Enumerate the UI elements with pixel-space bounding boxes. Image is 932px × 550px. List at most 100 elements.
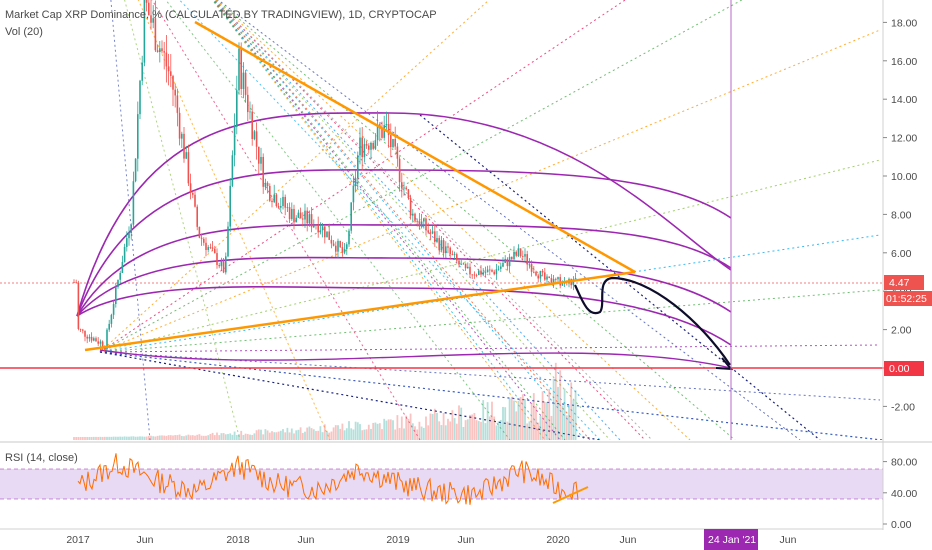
volume-bar [290,428,293,440]
volume-bar [458,405,460,440]
candle-body [163,51,165,53]
volume-bar [471,414,474,440]
candle-body [200,237,203,239]
candle-body [196,206,198,227]
volume-bar [493,416,496,440]
candle-body [449,247,451,255]
volume-bar [387,419,390,440]
candle-body [341,247,344,253]
volume-bar [422,427,425,440]
chart-title: Market Cap XRP Dominance, % (CALCULATED … [5,9,437,21]
candle-body [178,112,181,139]
candle-body [181,133,183,139]
volume-bar [273,432,276,440]
volume-bar [103,436,106,440]
volume-bar [557,386,559,440]
candle-body [321,226,324,231]
volume-bar [244,433,247,440]
price-axis[interactable]: 18.0016.0014.0012.0010.008.006.004.002.0… [883,17,917,413]
volume-bar [233,431,236,440]
candle-body [264,182,267,187]
volume-bar [235,434,238,440]
volume-bar [528,421,531,440]
candle-body [515,251,517,256]
candle-body [152,18,154,23]
volume-bar [574,390,577,440]
candle-body [427,230,429,233]
volume-bar [464,420,467,440]
volume-bar [169,435,172,440]
volume-bar [119,436,122,440]
gann-ray [178,0,601,440]
candle-body [187,152,190,184]
volume-bar [297,429,300,440]
candle-body [143,0,146,63]
candle-body [255,131,258,147]
volume-bar [79,436,82,440]
volume-bar [286,427,289,440]
volume-bar [449,421,452,440]
volume-bar [110,436,113,440]
volume-bar [517,400,520,440]
time-axis[interactable]: 2017 Jun 2018 Jun 2019 Jun 2020 Jun Jun [66,534,796,546]
candle-body [324,226,326,238]
volume-bar [262,434,265,440]
volume-bar [268,432,271,440]
volume-bar [521,394,524,440]
volume-bar [284,432,287,440]
volume-bar [332,427,335,440]
volume-bar [130,436,133,440]
volume-bar [200,435,203,440]
candle-body [511,256,513,260]
candle-body [517,248,520,256]
volume-bar [216,432,218,440]
candle-body [101,341,104,348]
rsi-pane[interactable] [0,453,883,505]
volume-bar [99,436,102,440]
time-tick-label: 2018 [226,534,250,546]
gann-ray [216,0,736,440]
candle-body [88,336,91,339]
volume-bar [403,428,405,440]
volume-bar [541,391,544,440]
volume-bar [539,416,542,440]
volume-bar [537,422,540,440]
volume-bar [312,429,315,440]
volume-bar [356,422,359,440]
candle-body [328,231,330,240]
volume-bar [326,431,328,440]
volume-bar [425,416,427,440]
volume-bar [361,430,364,440]
volume-bar [374,422,377,440]
rsi-axis[interactable]: 80.00 40.00 0.00 [883,457,917,531]
candle-body [330,239,333,244]
volume-bar [543,402,546,440]
candle-body [291,208,293,220]
volume-bar [194,435,196,440]
main-pane[interactable] [0,0,883,440]
candle-body [99,341,102,344]
volume-bar [308,426,311,440]
volume-bar [389,419,392,440]
candle-body [145,0,148,3]
candle-body [390,135,392,148]
fib-arc [76,286,732,346]
candle-body [192,192,194,195]
candle-body [121,261,124,273]
countdown-badge: 01:52:25 [884,291,932,306]
price-tick-label: 18.00 [891,17,917,29]
candle-body [522,256,524,257]
candle-body [504,258,506,263]
volume-bar [249,434,251,440]
volume-bar [352,429,355,440]
volume-bar [202,435,205,440]
volume-bar [139,436,141,440]
volume-bar [176,435,179,440]
volume-bar [266,430,269,440]
candle-body [436,238,438,242]
volume-bar [86,436,89,440]
candle-body [354,178,357,186]
volume-bar [378,423,381,440]
volume-bar [411,423,414,440]
